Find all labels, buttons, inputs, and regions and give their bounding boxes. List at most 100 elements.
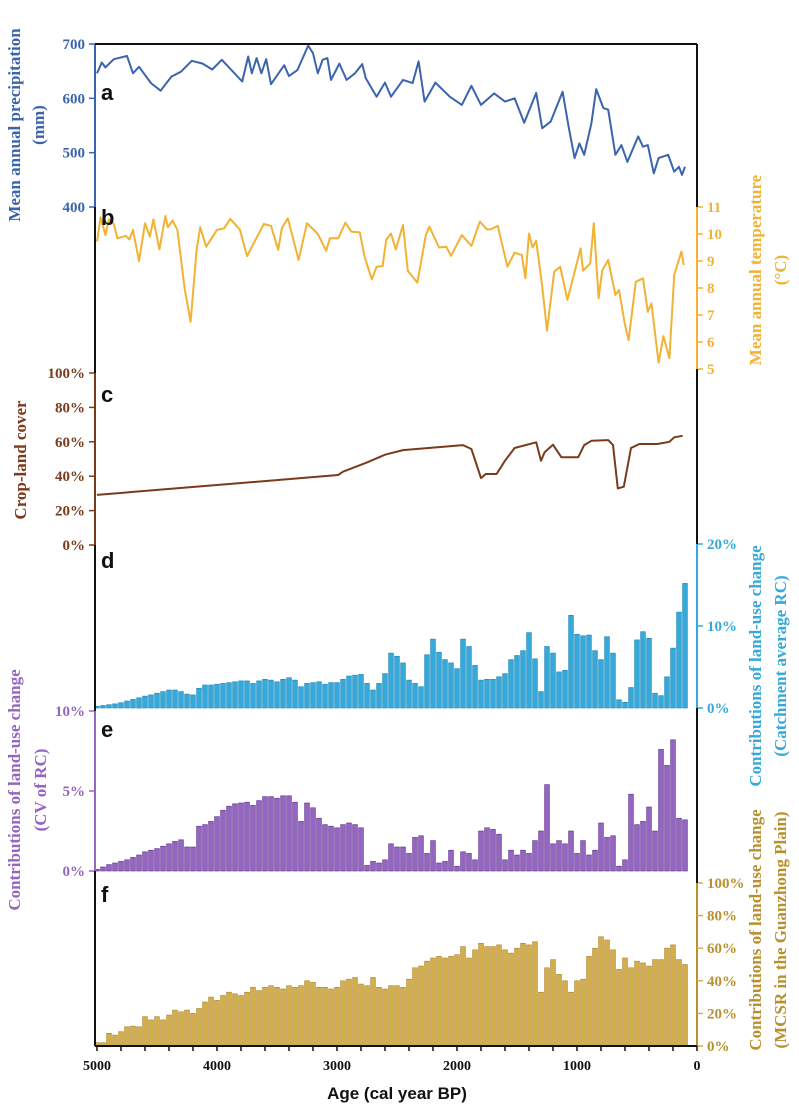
- y-tick-label-d: 0%: [707, 701, 730, 717]
- bar-e: [478, 830, 484, 872]
- y-tick-label-f: 100%: [707, 876, 745, 892]
- chart-axes: [89, 43, 703, 1051]
- bar-f: [562, 980, 568, 1047]
- y-tick-label-a: 600: [63, 91, 86, 107]
- bar-f: [244, 991, 250, 1047]
- bar-e: [580, 840, 586, 872]
- bar-d: [400, 662, 406, 709]
- panel-letter-d: d: [101, 548, 114, 573]
- bar-f: [454, 954, 460, 1047]
- bar-f: [376, 986, 382, 1047]
- bar-e: [592, 849, 598, 872]
- bar-e: [634, 824, 640, 872]
- bar-e: [214, 816, 220, 872]
- bar-d: [388, 652, 394, 709]
- bar-e: [232, 803, 238, 872]
- bar-e: [304, 802, 310, 872]
- bar-d: [556, 671, 562, 709]
- bar-d: [202, 684, 208, 709]
- bar-d: [412, 683, 418, 709]
- bar-f: [676, 959, 682, 1047]
- bar-f: [490, 946, 496, 1047]
- bar-d: [418, 686, 424, 709]
- bar-e: [394, 846, 400, 872]
- bar-e: [376, 862, 382, 872]
- bar-d: [100, 705, 106, 709]
- bar-d: [616, 699, 622, 709]
- y-tick-label-c: 40%: [55, 469, 85, 485]
- bar-d: [406, 679, 412, 709]
- bar-d: [238, 680, 244, 709]
- bar-e: [208, 821, 214, 872]
- bar-d: [526, 632, 532, 709]
- bar-d: [520, 650, 526, 709]
- bar-d: [262, 678, 268, 709]
- bar-f: [160, 1019, 166, 1047]
- bar-f: [298, 985, 304, 1047]
- bar-d: [664, 676, 670, 709]
- bar-f: [580, 978, 586, 1047]
- bar-f: [106, 1033, 112, 1047]
- bar-f: [448, 956, 454, 1047]
- bar-f: [514, 947, 520, 1047]
- y-tick-label-c: 80%: [55, 400, 85, 416]
- bar-f: [202, 1001, 208, 1047]
- bar-d: [424, 654, 430, 709]
- x-axis-title: Age (cal year BP): [327, 1084, 467, 1103]
- bar-d: [166, 689, 172, 709]
- bar-f: [304, 980, 310, 1047]
- bar-f: [568, 991, 574, 1047]
- bar-e: [514, 854, 520, 872]
- bar-f: [148, 1019, 154, 1047]
- bar-d: [568, 614, 574, 709]
- y-axis-title-d: (Catchment average RC): [771, 575, 790, 756]
- bar-f: [598, 936, 604, 1047]
- bar-e: [544, 784, 550, 872]
- bar-f: [502, 949, 508, 1047]
- bar-f: [544, 967, 550, 1047]
- bar-d: [160, 691, 166, 709]
- bar-e: [346, 822, 352, 872]
- bar-d: [178, 691, 184, 709]
- bar-f: [526, 944, 532, 1047]
- bar-f: [184, 1009, 190, 1047]
- bar-e: [160, 845, 166, 872]
- bar-f: [652, 959, 658, 1047]
- bar-f: [382, 988, 388, 1047]
- x-tick-label: 4000: [203, 1059, 231, 1074]
- bar-f: [556, 973, 562, 1047]
- bar-d: [430, 638, 436, 709]
- y-tick-label-a: 400: [63, 200, 86, 216]
- bar-e: [328, 825, 334, 872]
- bar-d: [442, 659, 448, 709]
- bar-f: [388, 985, 394, 1047]
- bar-f: [250, 986, 256, 1047]
- bar-e: [550, 843, 556, 872]
- bar-e: [424, 853, 430, 872]
- bar-e: [250, 805, 256, 872]
- bar-f: [268, 985, 274, 1047]
- bar-d: [394, 655, 400, 709]
- bar-f: [208, 996, 214, 1047]
- series-line-c: [96, 434, 683, 496]
- bar-e: [508, 849, 514, 872]
- bar-d: [580, 635, 586, 709]
- bar-f: [658, 959, 664, 1047]
- bar-f: [370, 977, 376, 1047]
- bar-d: [256, 680, 262, 709]
- bar-e: [484, 827, 490, 872]
- bar-d: [298, 686, 304, 709]
- bar-e: [274, 797, 280, 872]
- bar-d: [550, 652, 556, 709]
- bar-f: [622, 957, 628, 1047]
- y-tick-label-c: 0%: [63, 538, 86, 554]
- bar-d: [658, 695, 664, 709]
- bar-d: [196, 687, 202, 709]
- bar-e: [100, 866, 106, 872]
- bar-e: [358, 827, 364, 872]
- bar-e: [118, 861, 124, 872]
- bar-f: [670, 944, 676, 1047]
- bar-d: [538, 691, 544, 709]
- bar-e: [370, 861, 376, 872]
- bar-d: [226, 682, 232, 709]
